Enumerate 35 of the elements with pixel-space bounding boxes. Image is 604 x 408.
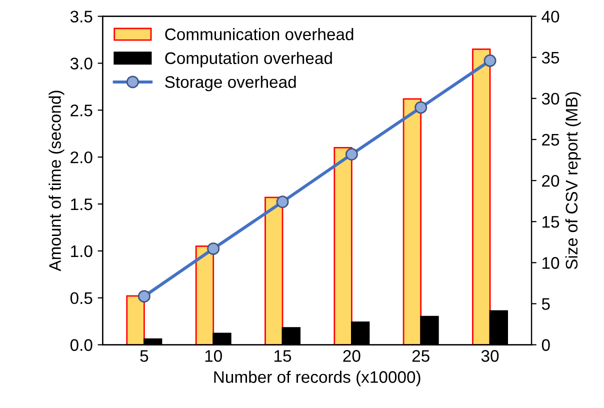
y2-tick-label: 10: [542, 257, 560, 269]
x-tick-label: 30: [481, 350, 499, 362]
y-tick-label: 2.5: [70, 104, 92, 116]
y2-tick-label: 30: [542, 92, 560, 105]
x-tick-label: 5: [140, 350, 148, 362]
bar: [472, 48, 491, 345]
y-axis-title: Amount of time (second): [48, 90, 64, 272]
y-tick-label: 0.5: [70, 292, 92, 304]
y2-axis-title: Size of CSV report (MB): [565, 92, 581, 270]
bar: [264, 196, 284, 345]
bar: [334, 147, 352, 345]
y-tick-label: 0.0: [70, 339, 92, 351]
x-tick-label: 10: [205, 350, 222, 362]
bar: [126, 295, 145, 345]
x-tick-label: 25: [412, 350, 430, 362]
legend-label: Computation overhead: [165, 52, 332, 68]
y2-tick-label: 25: [542, 134, 560, 146]
y2-tick-label: 0: [542, 339, 550, 351]
y2-tick-label: 15: [542, 216, 560, 228]
y2-tick-label: 20: [542, 174, 560, 187]
y-tick-label: 2.0: [70, 151, 92, 164]
x-tick-label: 15: [274, 350, 292, 362]
y2-tick-label: 35: [542, 52, 560, 64]
legend-label: Storage overhead: [165, 76, 296, 92]
legend-label: Communication overhead: [165, 28, 354, 40]
y-tick-label: 1.5: [71, 198, 92, 210]
y-tick-label: 1.0: [71, 245, 92, 258]
y-tick-label: 3.5: [70, 10, 92, 23]
x-axis-title: Number of records (x10000): [214, 370, 420, 386]
x-tick-label: 20: [343, 350, 360, 362]
y2-tick-label: 5: [542, 298, 550, 310]
y2-tick-label: 40: [542, 10, 560, 23]
y-tick-label: 3.0: [70, 58, 92, 70]
bar: [195, 246, 214, 345]
bar: [402, 98, 422, 345]
